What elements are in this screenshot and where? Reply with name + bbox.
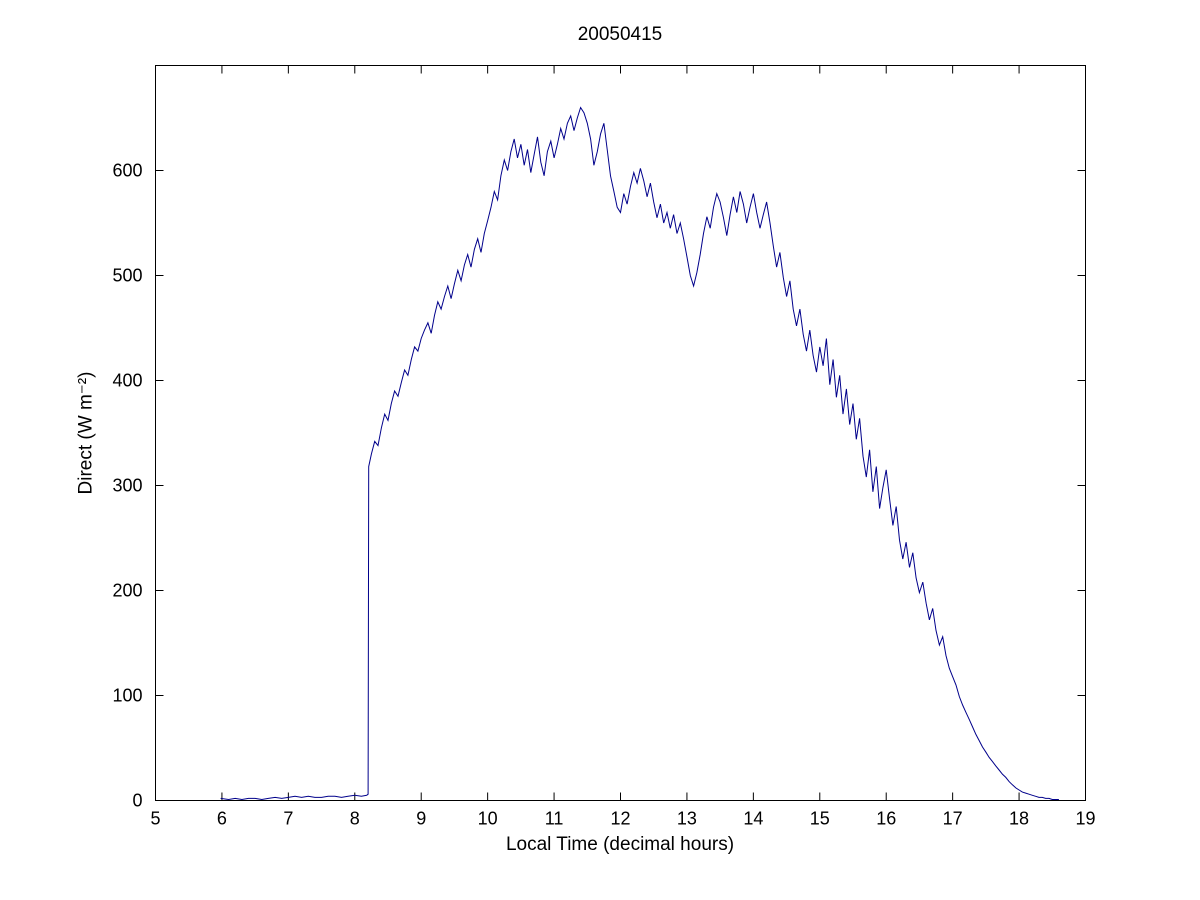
x-tick-label: 13 [677, 809, 697, 829]
x-tick-label: 16 [876, 809, 896, 829]
y-axis-label: Direct (W m⁻²) [75, 371, 97, 495]
y-tick-label: 400 [112, 371, 142, 391]
y-tick-label: 600 [112, 161, 142, 181]
data-line [220, 106, 1059, 801]
x-tick-label: 7 [283, 809, 293, 829]
x-tick-label: 18 [1009, 809, 1029, 829]
axes-box [155, 65, 1086, 801]
x-axis-label: Local Time (decimal hours) [505, 834, 735, 855]
x-tick-label: 9 [416, 809, 426, 829]
x-tick-label: 15 [810, 809, 830, 829]
x-tick-label: 5 [150, 809, 160, 829]
x-tick-label: 8 [350, 809, 360, 829]
x-tick-label: 19 [1075, 809, 1095, 829]
y-tick-label: 300 [112, 476, 142, 496]
x-tick-label: 10 [478, 809, 498, 829]
y-tick-label: 200 [112, 581, 142, 601]
x-tick-label: 6 [217, 809, 227, 829]
plot-title: 20050415 [577, 24, 663, 45]
y-tick-label: 100 [112, 686, 142, 706]
x-tick-label: 12 [610, 809, 630, 829]
x-tick-label: 11 [545, 809, 564, 829]
x-tick-label: 17 [943, 809, 963, 829]
y-tick-label: 0 [132, 791, 142, 811]
x-tick-label: 14 [743, 809, 763, 829]
y-tick-label: 500 [112, 266, 142, 286]
